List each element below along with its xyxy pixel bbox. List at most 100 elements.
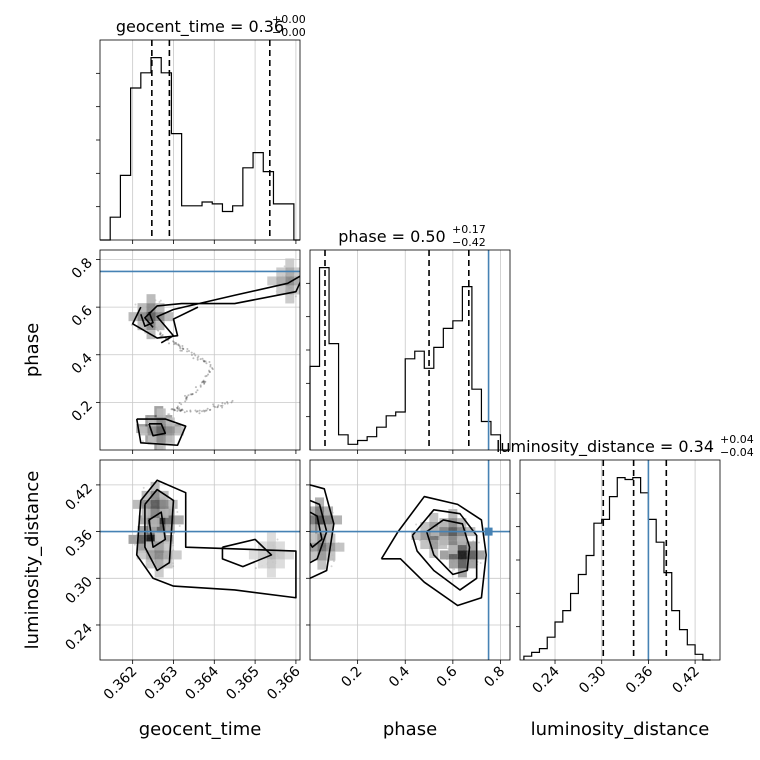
panel-geocent-time-vs-phase-sample-3-35 [283, 265, 286, 268]
panel-geocent-time-vs-phase-trail-sample-6-3 [206, 407, 209, 410]
panel-geocent-time-vs-phase-trail-sample-5-6 [181, 409, 184, 412]
panel-geocent-time-vs-luminosity-distance-contour-3 [221, 538, 273, 568]
xtick-label-luminosity-distance-0: 0.24 [529, 663, 562, 696]
panel-geocent-time-vs-phase-density-2-2-2 [156, 426, 166, 436]
panel-phase-vs-luminosity-distance-density-2-2-2 [457, 550, 467, 560]
panel-phase-vs-luminosity-distance-sample-0-33 [304, 522, 306, 524]
panel-phase-vs-luminosity-distance-density-1-1-2 [310, 542, 318, 552]
panel-geocent-time-vs-phase-trail-sample-3-7 [211, 367, 214, 370]
xlabel-luminosity-distance: luminosity_distance [531, 719, 710, 740]
panel-geocent-time-vs-luminosity-distance-contour-2 [148, 511, 167, 548]
panel-geocent-time-vs-phase-trail-sample-4-2 [172, 408, 175, 411]
panel-geocent-time-vs-phase-trail-sample-3-19 [201, 380, 204, 383]
panel-geocent-time-vs-luminosity-distance-density-1-2-2 [156, 515, 166, 525]
ytick-label-phase-1: 0.4 [69, 350, 96, 377]
title-luminosity-distance-value: 0.34 [678, 437, 714, 456]
panel-geocent-time-vs-phase-trail-sample-2-5 [193, 352, 196, 355]
panel-geocent-time-vs-luminosity-distance-density-2-2-3 [150, 508, 160, 518]
title-luminosity-distance-eq: = [655, 437, 679, 456]
panel-geocent-time-vs-phase-trail-sample-5-17 [195, 410, 198, 413]
panel-phase-vs-luminosity-distance-density-2-3-2 [466, 550, 476, 560]
panel-geocent-time-vs-phase-trail-sample-6-17 [214, 405, 217, 408]
panel-geocent-time-vs-phase-trail-sample-5-18 [185, 410, 188, 413]
panel-geocent-time-vs-luminosity-distance-density-2-1-3 [141, 508, 151, 518]
panels-layer: 0.24 0.30 0.36 0.420.20.40.60.80.362 0.363 0.… [62, 39, 721, 704]
panel-geocent-time-vs-phase-trail-sample-4-18 [184, 400, 187, 403]
panel-geocent-time-vs-phase-density-2-2-4 [156, 444, 166, 450]
panel-geocent-time-vs-phase-trail-sample-1-0 [179, 349, 182, 352]
ylabel-phase: phase [22, 323, 43, 377]
title-geocent-time-eq: = [225, 17, 249, 36]
title-phase-value: 0.50 [410, 227, 446, 246]
ylabel-luminosity-distance: luminosity_distance [22, 471, 43, 650]
panel-geocent-time-vs-luminosity-distance-density-1-3-2 [165, 515, 175, 525]
panel-phase-vs-luminosity-distance-sample-1-31 [305, 542, 307, 544]
panel-geocent-time-vs-phase-trail-sample-3-17 [204, 380, 207, 383]
panel-geocent-time-vs-luminosity-distance-density-2-2-4 [150, 517, 160, 527]
panel-phase-vs-luminosity-distance-density-0-3-2 [324, 515, 334, 525]
panel-geocent-time-vs-luminosity-distance-density-1-0-2 [138, 515, 148, 525]
panel-phase-vs-luminosity-distance-density-4-1-3 [439, 536, 449, 546]
hist-geocent-time-frame [99, 39, 301, 241]
panel-geocent-time-vs-phase-density-2-3-3 [165, 435, 175, 445]
title-luminosity-distance-minus: −0.04 [720, 446, 754, 459]
title-phase-minus: −0.42 [452, 236, 486, 249]
panel-geocent-time-vs-phase-trail-sample-4-4 [170, 408, 173, 411]
panel-geocent-time-vs-luminosity-distance-contour-0 [135, 479, 297, 599]
panel-geocent-time-vs-luminosity-distance-density-0-1-2 [137, 534, 147, 544]
hist-luminosity-distance-panel: 0.24 0.30 0.36 0.42 [516, 459, 721, 697]
panel-geocent-time-vs-phase-trail-sample-6-20 [230, 401, 233, 404]
ytick-label-luminosity-distance-2: 0.36 [62, 527, 95, 560]
panel-geocent-time-vs-phase-trail-sample-1-3 [174, 341, 177, 344]
panel-geocent-time-vs-luminosity-distance-density-2-2-1 [150, 490, 160, 500]
xtick-label-geocent-time-1: 0.363 [142, 664, 182, 704]
panel-geocent-time-vs-phase-trail-sample-1-1 [182, 348, 185, 351]
panel-phase-vs-luminosity-distance-frame [309, 459, 511, 661]
panel-geocent-time-vs-phase-trail-sample-4-17 [187, 394, 190, 397]
panel-geocent-time-vs-phase-trail-sample-2-8 [196, 356, 199, 359]
panel-geocent-time-vs-phase-trail-sample-5-4 [179, 409, 182, 412]
panel-geocent-time-vs-phase-trail-sample-1-20 [172, 340, 175, 343]
panel-geocent-time-vs-luminosity-distance-plot-area [100, 479, 300, 599]
panel-geocent-time-vs-luminosity-distance-density-4-1-3 [257, 559, 267, 569]
panel-phase-vs-luminosity-distance-density-1-2-4 [317, 560, 327, 570]
panel-geocent-time-vs-phase-trail-sample-4-6 [173, 409, 176, 412]
panel-phase-vs-luminosity-distance-density-3-1-2 [420, 530, 430, 540]
panel-geocent-time-vs-phase-sample-1-43 [134, 303, 137, 306]
panel-geocent-time-vs-luminosity-distance-density-0-1-3 [137, 543, 147, 553]
panel-geocent-time-vs-luminosity-distance-density-4-2-4 [266, 568, 276, 578]
panel-geocent-time-vs-luminosity-distance-density-3-3-1 [163, 541, 173, 551]
panel-geocent-time-vs-luminosity-distance-frame [99, 459, 301, 661]
panel-geocent-time-vs-phase-trail-sample-3-5 [203, 382, 206, 385]
panel-geocent-time-vs-phase-trail-sample-4-10 [185, 398, 188, 401]
panel-geocent-time-vs-phase-density-1-1-3 [137, 321, 147, 331]
panel-geocent-time-vs-phase-density-1-3-2 [155, 312, 165, 322]
panel-geocent-time-vs-phase-trail-sample-6-6 [223, 402, 226, 405]
panel-geocent-time-vs-phase-trail-sample-3-14 [194, 386, 197, 389]
panel-geocent-time-vs-phase-trail-sample-6-18 [212, 405, 215, 408]
xlabel-phase: phase [383, 719, 437, 740]
panel-geocent-time-vs-phase-trail-sample-2-14 [209, 363, 212, 366]
panel-geocent-time-vs-phase-trail-sample-3-15 [205, 374, 208, 377]
panel-geocent-time-vs-phase-trail-sample-6-8 [221, 404, 224, 407]
panel-phase-vs-luminosity-distance-sample-2-14 [453, 568, 456, 571]
panel-geocent-time-vs-luminosity-distance-density-2-1-2 [141, 499, 151, 509]
panel-geocent-time-vs-luminosity-distance-density-2-0-2 [132, 499, 142, 509]
panel-geocent-time-vs-phase-trail-sample-1-19 [177, 344, 180, 347]
panel-geocent-time-vs-phase-trail-sample-4-5 [178, 407, 181, 410]
panel-geocent-time-vs-luminosity-distance-density-4-2-0 [266, 532, 276, 542]
panel-geocent-time-vs-phase-trail-sample-6-12 [212, 403, 215, 406]
panel-geocent-time-vs-luminosity-distance-density-3-2-0 [154, 532, 164, 542]
panel-geocent-time-vs-phase-trail-sample-6-1 [208, 409, 211, 412]
panel-phase-vs-luminosity-distance-density-0-1-2 [310, 515, 316, 525]
panel-geocent-time-vs-phase-density-3-2-0 [285, 258, 295, 268]
panel-phase-vs-luminosity-distance-plot-area [304, 460, 510, 660]
panel-phase-vs-luminosity-distance-density-0-3-3 [324, 524, 334, 534]
panel-phase-vs-luminosity-distance-density-4-2-3 [448, 536, 458, 546]
panel-geocent-time-vs-phase-density-3-1-2 [276, 276, 286, 286]
panel-geocent-time-vs-luminosity-distance-sample-2-39 [142, 486, 145, 489]
panel-geocent-time-vs-luminosity-distance-sample-4-22 [254, 567, 257, 570]
panel-phase-vs-luminosity-distance-sample-0-25 [305, 511, 307, 513]
panel-geocent-time-vs-luminosity-distance-density-3-2-4 [154, 568, 164, 578]
ytick-label-luminosity-distance-1: 0.30 [62, 574, 95, 607]
